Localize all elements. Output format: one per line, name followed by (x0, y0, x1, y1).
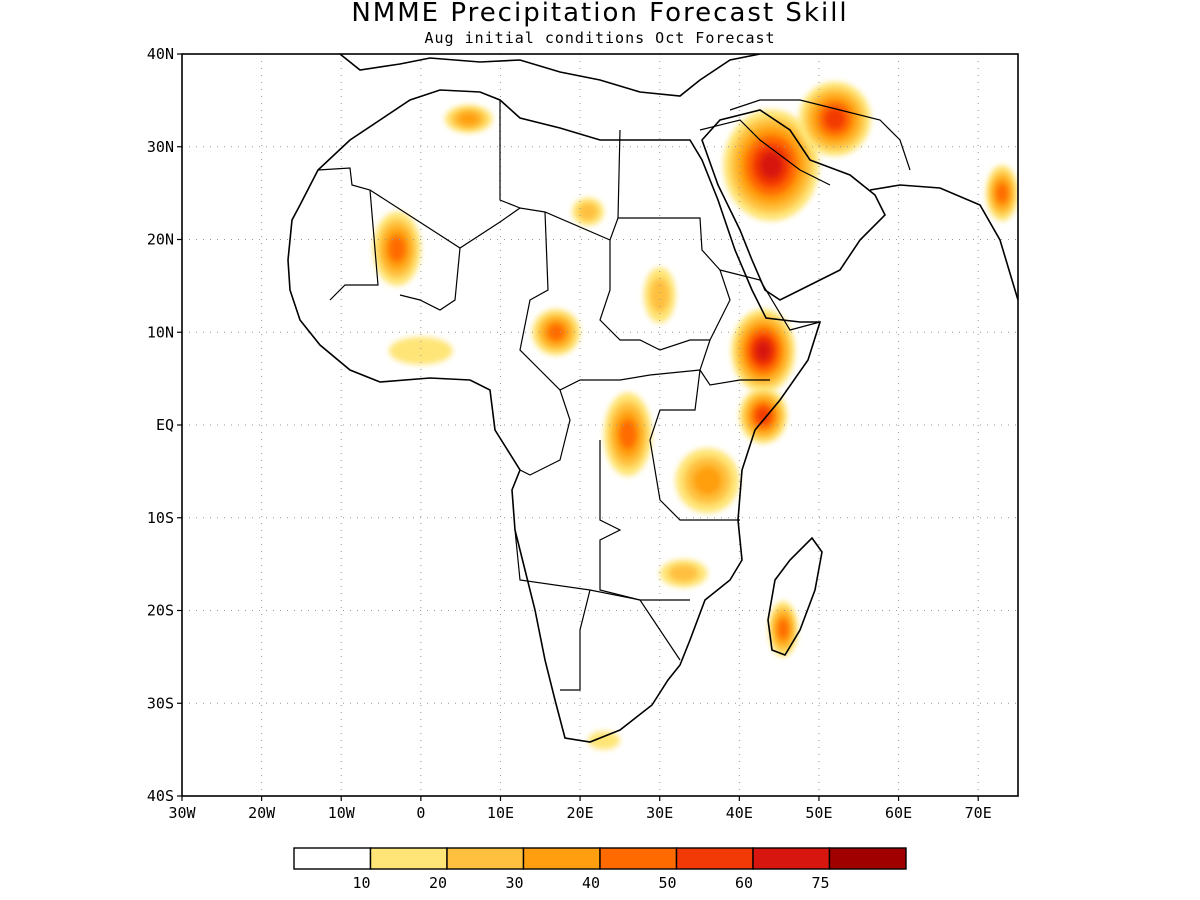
lat-label: 30N (147, 138, 174, 156)
colorbar-swatch (828, 847, 907, 870)
lon-label: 20W (248, 804, 276, 822)
skill-region (693, 466, 722, 496)
skill-shading (373, 81, 1018, 750)
colorbar-swatch (599, 847, 678, 870)
skill-region (668, 564, 699, 582)
lon-label: 10W (328, 804, 356, 822)
skill-region (649, 278, 670, 313)
latitude-labels: 40N 30N 20N 10N EQ 10S 20S 30S 40S (147, 45, 174, 805)
colorbar-label: 20 (429, 874, 447, 892)
colorbar-swatch (522, 847, 601, 870)
lat-label: 40N (147, 45, 174, 63)
lon-label: 30E (646, 804, 673, 822)
lon-label: 10E (487, 804, 514, 822)
colorbar: 10 20 30 40 50 60 75 (293, 847, 907, 892)
africa-coastline (287, 89, 822, 743)
lat-label: 10S (147, 509, 174, 527)
lon-label: 20E (567, 804, 594, 822)
arabian-peninsula-coastline (701, 109, 886, 301)
colorbar-label: 75 (811, 874, 829, 892)
coastlines (287, 54, 1018, 743)
skill-region (588, 731, 620, 750)
country-borders (317, 99, 911, 691)
skill-region (756, 407, 771, 424)
skill-region (996, 183, 1008, 203)
lon-label: 0 (416, 804, 425, 822)
skill-region (578, 203, 598, 221)
skill-region (388, 235, 406, 262)
skill-region (547, 324, 565, 341)
map-title: NMME Precipitation Forecast Skill (351, 0, 849, 28)
lat-label: 30S (147, 694, 174, 712)
colorbar-label: 40 (582, 874, 600, 892)
skill-region (619, 419, 637, 449)
colorbar-swatch (369, 847, 448, 870)
colorbar-label: 30 (505, 874, 523, 892)
skill-region (778, 619, 789, 639)
graticule (177, 53, 1018, 801)
lat-label: 10N (147, 323, 174, 341)
lat-label: 40S (147, 787, 174, 805)
lat-label: 20N (147, 231, 174, 249)
lat-label: 20S (147, 602, 174, 620)
lon-label: 40E (726, 804, 753, 822)
madagascar-coastline (767, 536, 823, 656)
skill-region (458, 112, 480, 126)
lon-label: 60E (885, 804, 912, 822)
colorbar-swatch (446, 847, 525, 870)
skill-region (389, 336, 453, 365)
iran-india-coastline (869, 184, 1018, 301)
skill-region (755, 340, 771, 361)
map-subtitle: Aug initial conditions Oct Forecast (424, 29, 776, 47)
colorbar-label: 10 (352, 874, 370, 892)
map-frame (181, 53, 1019, 797)
skill-region (759, 151, 783, 179)
lon-label: 70E (965, 804, 992, 822)
lon-label: 30W (168, 804, 196, 822)
longitude-labels: 30W 20W 10W 0 10E 20E 30E 40E 50E 60E 70E (168, 804, 991, 822)
lon-label: 50E (805, 804, 832, 822)
colorbar-swatch (293, 847, 372, 870)
colorbar-label: 50 (658, 874, 676, 892)
lat-label: EQ (156, 416, 174, 434)
colorbar-swatch (675, 847, 754, 870)
europe-coastline (339, 54, 761, 97)
colorbar-label: 60 (735, 874, 753, 892)
skill-region (824, 108, 846, 130)
colorbar-swatch (752, 847, 831, 870)
